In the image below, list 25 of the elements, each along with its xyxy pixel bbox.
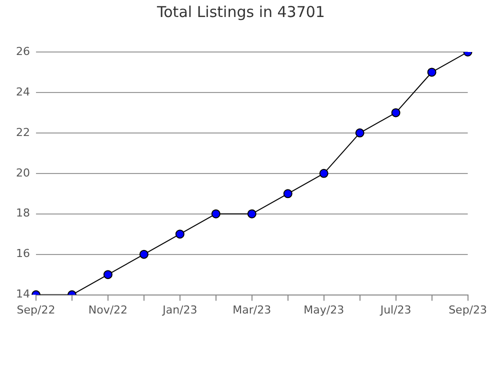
x-tick-label: Nov/22 [88, 303, 128, 316]
point [355, 128, 364, 138]
x-tick-label: Jul/23 [379, 303, 412, 316]
y-tick-label: 20 [16, 166, 30, 180]
point [319, 168, 328, 178]
point [391, 108, 400, 118]
point [283, 189, 292, 198]
point [427, 68, 436, 77]
y-tick-label: 18 [16, 206, 30, 220]
point [211, 209, 220, 218]
point [247, 209, 256, 218]
x-tick-label: Jan/23 [162, 303, 198, 316]
point [139, 250, 148, 259]
x-tick-label: May/23 [304, 303, 344, 316]
chart-title: Total Listings in 43701 [156, 2, 325, 21]
y-tick-label: 16 [16, 247, 30, 260]
y-tick-label: 24 [16, 85, 30, 98]
point [175, 230, 184, 239]
y-tick-label: 14 [16, 288, 30, 301]
x-tick-label: Sep/23 [448, 303, 487, 316]
x-tick-label: Sep/22 [16, 303, 56, 316]
y-tick-label: 26 [16, 44, 30, 58]
point [103, 270, 112, 280]
y-tick-label: 22 [16, 126, 30, 139]
x-tick-label: Mar/23 [232, 303, 272, 316]
